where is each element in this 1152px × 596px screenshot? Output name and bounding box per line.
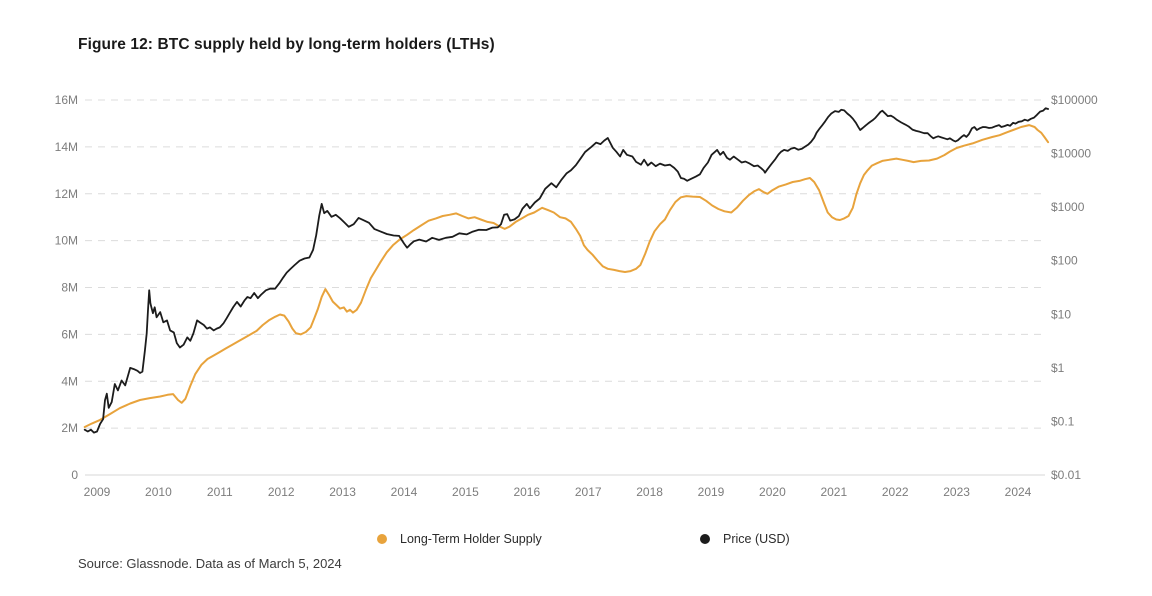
y-right-tick-label: $10000 <box>1051 147 1091 161</box>
x-axis-year-label: 2022 <box>882 485 909 499</box>
y-left-tick-label: 6M <box>61 327 78 341</box>
source-caption: Source: Glassnode. Data as of March 5, 2… <box>78 556 342 571</box>
lth-supply-line <box>83 124 1050 428</box>
y-left-tick-label: 8M <box>61 281 78 295</box>
x-axis-year-label: 2020 <box>759 485 786 499</box>
y-right-tick-label: $10 <box>1051 307 1071 321</box>
y-left-tick-label: 0 <box>71 468 78 482</box>
y-right-tick-label: $1 <box>1051 361 1065 375</box>
y-left-tick-label: 10M <box>55 234 78 248</box>
legend-item-price: Price (USD) <box>700 531 790 547</box>
x-axis-year-label: 2012 <box>268 485 295 499</box>
y-right-tick-label: $0.01 <box>1051 468 1081 482</box>
lth-supply-legend-dot-icon <box>377 534 387 544</box>
y-left-tick-label: 4M <box>61 374 78 388</box>
x-axis-year-label: 2014 <box>391 485 418 499</box>
price-legend-label: Price (USD) <box>723 532 790 546</box>
y-right-tick-label: $0.1 <box>1051 414 1075 428</box>
y-right-tick-label: $100000 <box>1051 93 1098 107</box>
y-right-tick-label: $100 <box>1051 254 1078 268</box>
y-left-tick-label: 16M <box>55 93 78 107</box>
x-axis-year-label: 2010 <box>145 485 172 499</box>
x-axis-year-label: 2021 <box>820 485 847 499</box>
y-left-tick-label: 12M <box>55 187 78 201</box>
figure-title: Figure 12: BTC supply held by long-term … <box>78 36 495 53</box>
x-axis-year-label: 2017 <box>575 485 602 499</box>
x-axis-year-label: 2016 <box>513 485 540 499</box>
price-legend-dot-icon <box>700 534 710 544</box>
x-axis-year-label: 2015 <box>452 485 479 499</box>
y-right-tick-label: $1000 <box>1051 200 1085 214</box>
x-axis-year-label: 2011 <box>207 485 233 499</box>
x-axis-year-label: 2013 <box>329 485 356 499</box>
price-line <box>83 107 1049 434</box>
x-axis-year-label: 2023 <box>943 485 970 499</box>
x-axis-year-label: 2019 <box>698 485 725 499</box>
x-axis-year-label: 2009 <box>84 485 111 499</box>
lth-supply-legend-label: Long-Term Holder Supply <box>400 532 542 546</box>
x-axis-year-label: 2024 <box>1005 485 1032 499</box>
y-left-tick-label: 14M <box>55 140 78 154</box>
x-axis-year-label: 2018 <box>636 485 663 499</box>
y-left-tick-label: 2M <box>61 421 78 435</box>
legend-item-lth-supply: Long-Term Holder Supply <box>377 531 542 547</box>
